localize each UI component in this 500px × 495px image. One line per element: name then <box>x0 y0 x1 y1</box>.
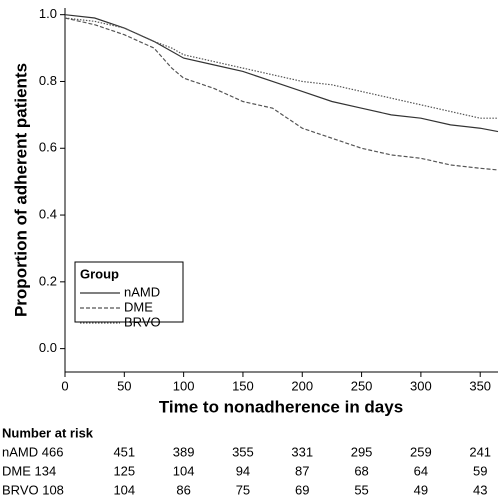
risk-value: 389 <box>173 444 195 459</box>
y-tick-label: 0.8 <box>39 73 57 88</box>
risk-value: 86 <box>176 482 190 495</box>
risk-value: 64 <box>414 463 428 478</box>
x-tick-label: 0 <box>61 378 68 393</box>
x-tick-label: 250 <box>351 378 373 393</box>
risk-value: 43 <box>473 482 487 495</box>
legend-title: Group <box>80 266 119 281</box>
risk-value: 104 <box>113 482 135 495</box>
x-axis-title: Time to nonadherence in days <box>159 397 403 416</box>
km-curve <box>64 17 498 119</box>
risk-value: 49 <box>414 482 428 495</box>
risk-value: 355 <box>232 444 254 459</box>
risk-value: 125 <box>113 463 135 478</box>
risk-row-label: BRVO 108 <box>2 482 64 495</box>
risk-table-title: Number at risk <box>2 425 94 440</box>
risk-value: 104 <box>173 463 195 478</box>
y-tick-label: 0.0 <box>39 340 57 355</box>
x-tick-label: 200 <box>291 378 313 393</box>
risk-row-label: nAMD 466 <box>2 444 63 459</box>
legend-box <box>74 261 184 323</box>
risk-value: 55 <box>354 482 368 495</box>
km-curve <box>64 17 499 171</box>
y-tick-label: 0.4 <box>39 206 57 221</box>
risk-value: 94 <box>236 463 250 478</box>
x-tick-label: 50 <box>117 378 131 393</box>
risk-value: 241 <box>469 444 491 459</box>
x-tick-label: 300 <box>410 378 432 393</box>
risk-row-label: DME 134 <box>2 463 56 478</box>
x-tick-label: 350 <box>469 378 491 393</box>
risk-value: 451 <box>113 444 135 459</box>
risk-value: 68 <box>354 463 368 478</box>
risk-value: 75 <box>236 482 250 495</box>
y-tick-label: 0.2 <box>39 273 57 288</box>
risk-value: 295 <box>351 444 373 459</box>
risk-value: 87 <box>295 463 309 478</box>
y-axis-title: Proportion of adherent patients <box>11 63 30 317</box>
risk-value: 331 <box>291 444 313 459</box>
x-tick-label: 150 <box>232 378 254 393</box>
x-tick-label: 100 <box>173 378 195 393</box>
legend-label: BRVO <box>124 314 161 329</box>
y-tick-label: 1.0 <box>39 6 57 21</box>
legend-label: DME <box>124 299 153 314</box>
risk-value: 59 <box>473 463 487 478</box>
y-tick-label: 0.6 <box>39 140 57 155</box>
risk-value: 259 <box>410 444 432 459</box>
legend-label: nAMD <box>124 284 160 299</box>
risk-value: 69 <box>295 482 309 495</box>
